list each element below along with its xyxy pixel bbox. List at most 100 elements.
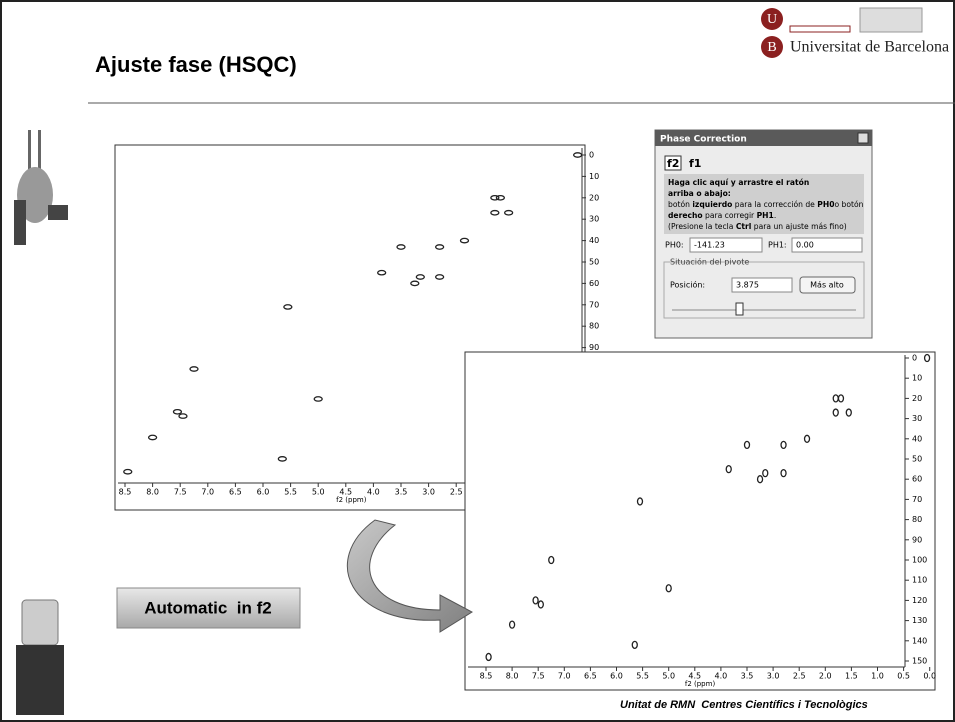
logo: U B Universitat de Barcelona [761, 8, 949, 58]
ph1-value: 0.00 [796, 241, 814, 250]
svg-text:U: U [767, 12, 777, 27]
x-tick-label: 8.5 [119, 488, 132, 497]
x-tick-label: 8.0 [506, 672, 519, 681]
position-value: 3.875 [736, 281, 759, 290]
x-tick-label: 6.0 [610, 672, 623, 681]
svg-text:Universitat de Barcelona: Universitat de Barcelona [790, 39, 949, 56]
instruction-part: izquierdo [692, 200, 732, 209]
y-tick-label: 90 [589, 343, 599, 352]
y-tick-label: 70 [912, 495, 922, 504]
instruction-part: botón [668, 200, 692, 209]
x-tick-label: 5.0 [312, 488, 325, 497]
y-tick-label: 20 [589, 193, 599, 202]
y-tick-label: 30 [589, 215, 599, 224]
instruction-part: para la corrección de [732, 200, 817, 209]
y-tick-label: 50 [589, 258, 599, 267]
x-tick-label: 1.5 [845, 672, 858, 681]
magnet-icon [16, 600, 64, 715]
spectrometer-icon [14, 130, 68, 245]
x-tick-label: 2.0 [819, 672, 832, 681]
x-tick-label: 4.0 [367, 488, 380, 497]
y-tick-label: 30 [912, 414, 922, 423]
y-tick-label: 50 [912, 455, 922, 464]
x-tick-label: 5.5 [284, 488, 297, 497]
ph1-label: PH1: [768, 241, 787, 250]
y-tick-label: 60 [589, 279, 599, 288]
x-tick-label: 7.5 [532, 672, 545, 681]
y-tick-label: 10 [589, 172, 599, 181]
y-tick-label: 130 [912, 616, 927, 625]
y-tick-label: 20 [912, 394, 922, 403]
spectrum-frame [465, 352, 935, 690]
x-tick-label: 8.0 [146, 488, 159, 497]
y-tick-label: 10 [912, 374, 922, 383]
page: Ajuste fase (HSQC) U B Universitat de Ba… [0, 0, 955, 722]
x-tick-label: 7.0 [201, 488, 214, 497]
x-axis-label: f2 (ppm) [336, 496, 367, 504]
y-tick-label: 40 [589, 236, 599, 245]
x-tick-label: 2.5 [793, 672, 806, 681]
x-tick-label: 6.0 [257, 488, 270, 497]
x-tick-label: 3.0 [422, 488, 435, 497]
y-tick-label: 80 [912, 515, 922, 524]
x-axis-label: f2 (ppm) [685, 680, 716, 688]
y-tick-label: 0 [912, 354, 917, 363]
instruction-line: (Presione la tecla Ctrl para un ajuste m… [668, 222, 847, 231]
method-label: Automatic in f2 [144, 598, 272, 617]
x-tick-label: 5.0 [662, 672, 675, 681]
pivot-title: Situación del pivote [670, 257, 749, 267]
x-tick-label: 6.5 [584, 672, 597, 681]
x-tick-label: 1.0 [871, 672, 884, 681]
y-tick-label: 0 [589, 151, 594, 160]
instruction-part: PH0 [817, 200, 834, 209]
footer: Unitat de RMN Centres Científics i Tecno… [620, 699, 868, 711]
svg-text:B: B [767, 40, 776, 55]
dialog-title: Phase Correction [660, 135, 747, 145]
x-tick-label: 4.0 [715, 672, 728, 681]
instruction-line: arriba o abajo: [668, 189, 731, 198]
y-tick-label: 100 [912, 556, 927, 565]
instruction-part: o botón [835, 200, 864, 209]
x-tick-label: 7.0 [558, 672, 571, 681]
title: Ajuste fase (HSQC) [95, 52, 297, 77]
instruction-part: PH1 [757, 211, 774, 220]
instruction-part: para corregir [703, 211, 757, 220]
x-tick-label: 6.5 [229, 488, 242, 497]
y-tick-label: 150 [912, 657, 927, 666]
higher-label: Más alto [810, 281, 844, 290]
y-tick-label: 120 [912, 596, 927, 605]
instruction-line: botón izquierdo para la corrección de PH… [668, 200, 864, 209]
close-button[interactable] [858, 133, 868, 143]
x-tick-label: 3.5 [741, 672, 754, 681]
y-tick-label: 70 [589, 300, 599, 309]
x-tick-label: 3.0 [767, 672, 780, 681]
y-tick-label: 60 [912, 475, 922, 484]
tab[interactable]: f1 [689, 157, 701, 170]
x-tick-label: 8.5 [480, 672, 493, 681]
arrow [347, 520, 472, 632]
instruction-part: Haga clic aquí y arrastre el ratón [668, 178, 809, 187]
slider-thumb[interactable] [736, 303, 743, 315]
instruction-part: . [774, 211, 776, 220]
instruction-line: derecho para corregir PH1. [668, 211, 776, 220]
instruction-part: derecho [668, 211, 703, 220]
x-tick-label: 0.5 [897, 672, 910, 681]
y-tick-label: 90 [912, 535, 922, 544]
slide: Ajuste fase (HSQC) U B Universitat de Ba… [0, 0, 955, 722]
instruction-part: para un ajuste más fino) [751, 222, 846, 231]
tab[interactable]: f2 [667, 157, 679, 170]
x-tick-label: 3.5 [395, 488, 408, 497]
instruction-line: Haga clic aquí y arrastre el ratón [668, 178, 809, 187]
y-tick-label: 110 [912, 576, 927, 585]
x-tick-label: 0.0 [923, 672, 936, 681]
x-tick-label: 2.5 [450, 488, 463, 497]
ph0-label: PH0: [665, 241, 684, 250]
position-label: Posición: [670, 280, 705, 290]
y-tick-label: 40 [912, 434, 922, 443]
ph0-value: -141.23 [694, 241, 725, 250]
instruction-part: arriba o abajo: [668, 189, 731, 198]
instruction-part: (Presione la tecla [668, 222, 736, 231]
x-tick-label: 7.5 [174, 488, 187, 497]
y-tick-label: 140 [912, 636, 927, 645]
instruction-part: Ctrl [736, 222, 752, 231]
